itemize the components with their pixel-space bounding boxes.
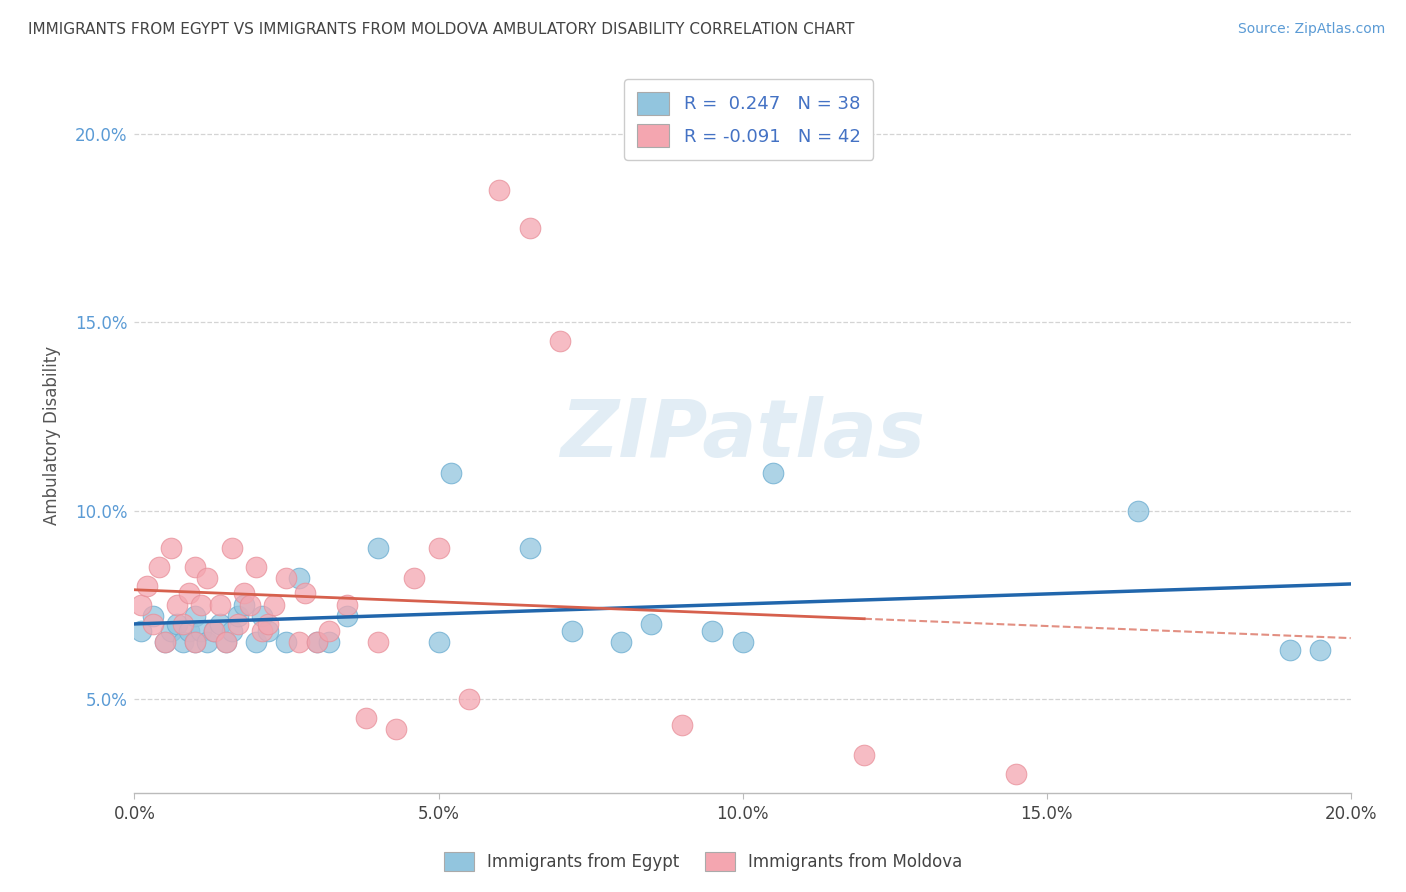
Point	[367, 541, 389, 556]
Point	[129, 598, 152, 612]
Point	[208, 598, 231, 612]
Point	[294, 586, 316, 600]
Point	[488, 183, 510, 197]
Point	[221, 624, 243, 638]
Point	[762, 466, 785, 480]
Point	[142, 609, 165, 624]
Point	[385, 722, 408, 736]
Text: Source: ZipAtlas.com: Source: ZipAtlas.com	[1237, 22, 1385, 37]
Point	[179, 586, 201, 600]
Point	[184, 635, 207, 649]
Point	[153, 635, 176, 649]
Point	[671, 718, 693, 732]
Point	[190, 624, 212, 638]
Point	[226, 609, 249, 624]
Point	[427, 635, 450, 649]
Point	[245, 560, 267, 574]
Point	[239, 598, 262, 612]
Text: ZIPatlas: ZIPatlas	[560, 396, 925, 475]
Point	[215, 635, 238, 649]
Point	[318, 624, 340, 638]
Point	[427, 541, 450, 556]
Point	[129, 624, 152, 638]
Legend: R =  0.247   N = 38, R = -0.091   N = 42: R = 0.247 N = 38, R = -0.091 N = 42	[624, 79, 873, 160]
Point	[318, 635, 340, 649]
Point	[190, 598, 212, 612]
Point	[172, 616, 194, 631]
Legend: Immigrants from Egypt, Immigrants from Moldova: Immigrants from Egypt, Immigrants from M…	[436, 843, 970, 880]
Point	[257, 616, 280, 631]
Point	[336, 598, 359, 612]
Point	[135, 579, 157, 593]
Point	[184, 635, 207, 649]
Point	[702, 624, 724, 638]
Point	[184, 609, 207, 624]
Point	[250, 624, 273, 638]
Point	[276, 635, 298, 649]
Point	[232, 598, 254, 612]
Point	[287, 635, 309, 649]
Point	[640, 616, 662, 631]
Point	[166, 598, 188, 612]
Point	[287, 571, 309, 585]
Point	[367, 635, 389, 649]
Point	[245, 635, 267, 649]
Point	[208, 616, 231, 631]
Point	[197, 635, 219, 649]
Point	[440, 466, 463, 480]
Point	[305, 635, 328, 649]
Point	[404, 571, 426, 585]
Point	[142, 616, 165, 631]
Point	[276, 571, 298, 585]
Point	[197, 571, 219, 585]
Point	[148, 560, 170, 574]
Point	[1126, 503, 1149, 517]
Text: IMMIGRANTS FROM EGYPT VS IMMIGRANTS FROM MOLDOVA AMBULATORY DISABILITY CORRELATI: IMMIGRANTS FROM EGYPT VS IMMIGRANTS FROM…	[28, 22, 855, 37]
Point	[1309, 643, 1331, 657]
Point	[336, 609, 359, 624]
Point	[519, 221, 541, 235]
Point	[548, 334, 571, 348]
Point	[1005, 767, 1028, 781]
Point	[160, 541, 183, 556]
Y-axis label: Ambulatory Disability: Ambulatory Disability	[44, 345, 60, 524]
Point	[226, 616, 249, 631]
Point	[153, 635, 176, 649]
Point	[354, 711, 377, 725]
Point	[221, 541, 243, 556]
Point	[172, 635, 194, 649]
Point	[1278, 643, 1301, 657]
Point	[731, 635, 754, 649]
Point	[184, 560, 207, 574]
Point	[232, 586, 254, 600]
Point	[166, 616, 188, 631]
Point	[305, 635, 328, 649]
Point	[561, 624, 583, 638]
Point	[160, 624, 183, 638]
Point	[179, 624, 201, 638]
Point	[202, 624, 225, 638]
Point	[853, 748, 876, 763]
Point	[215, 635, 238, 649]
Point	[202, 624, 225, 638]
Point	[519, 541, 541, 556]
Point	[263, 598, 285, 612]
Point	[610, 635, 633, 649]
Point	[458, 691, 481, 706]
Point	[250, 609, 273, 624]
Point	[257, 624, 280, 638]
